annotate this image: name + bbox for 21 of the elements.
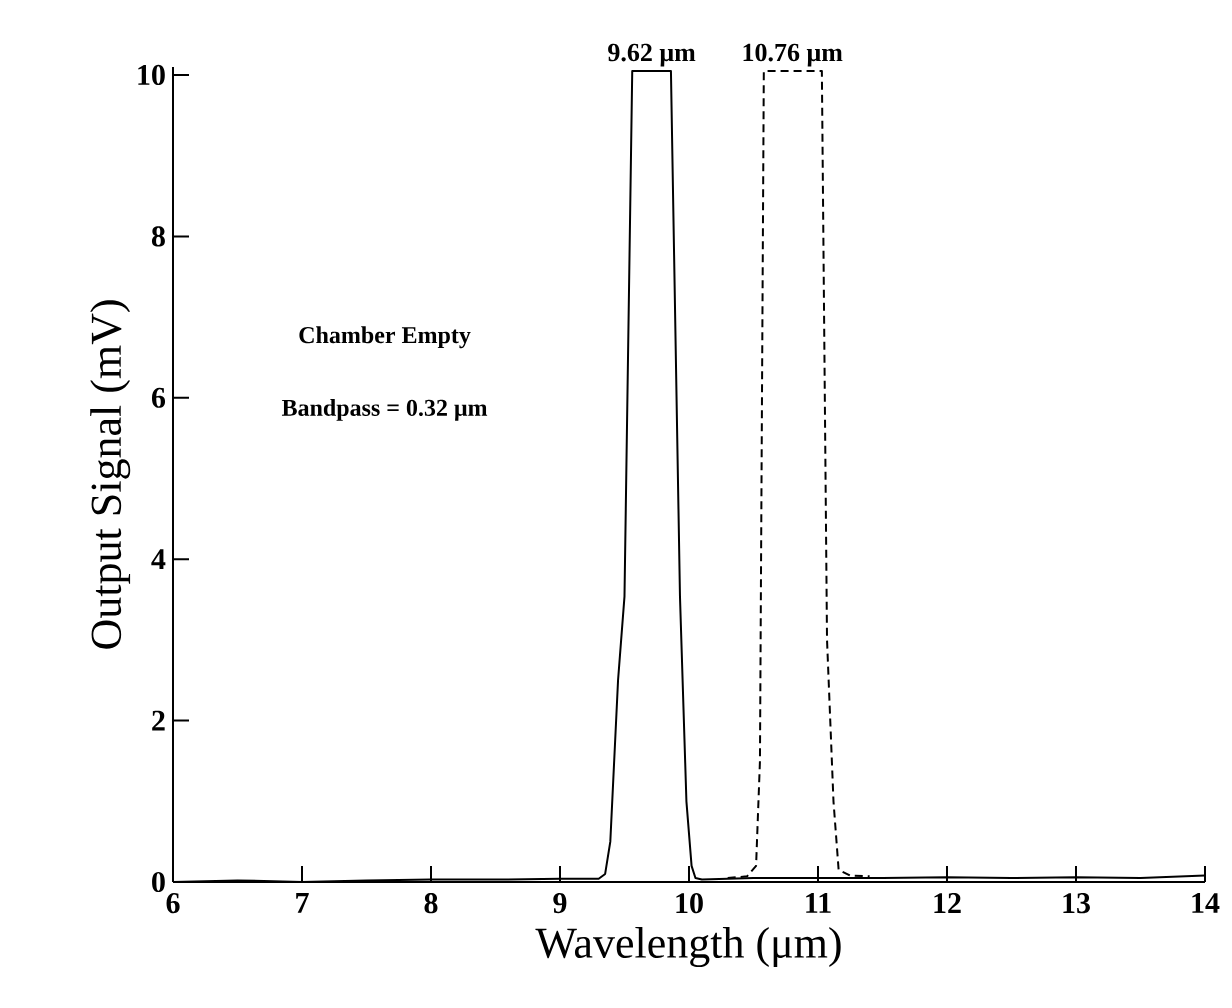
y-tick-label: 8: [151, 226, 165, 247]
y-tick-label: 6: [151, 387, 166, 408]
x-tick-label: 9: [553, 893, 567, 914]
x-tick-label: 12: [934, 893, 961, 913]
y-tick-label: 4: [151, 549, 166, 570]
y-tick-label: 0: [152, 871, 165, 893]
x-axis-title: Wavelength (μm): [535, 927, 841, 968]
annotation: Bandpass = 0.32 μm: [281, 399, 488, 421]
y-axis-title: Output Signal (mV): [90, 300, 131, 649]
y-tick-label: 10: [138, 64, 165, 86]
x-tick-label: 14: [1192, 893, 1220, 913]
x-tick-label: 10: [676, 893, 703, 914]
annotation: 10.76 μm: [743, 43, 843, 67]
x-tick-label: 7: [296, 893, 309, 913]
x-tick-label: 8: [424, 893, 438, 914]
x-tick-label: 6: [166, 893, 180, 914]
x-tick-label: 11: [806, 893, 831, 913]
annotation: Chamber Empty: [299, 326, 471, 349]
x-tick-label: 13: [1063, 893, 1090, 914]
annotation: 9.62 μm: [608, 43, 696, 67]
y-tick-label: 2: [152, 710, 165, 731]
